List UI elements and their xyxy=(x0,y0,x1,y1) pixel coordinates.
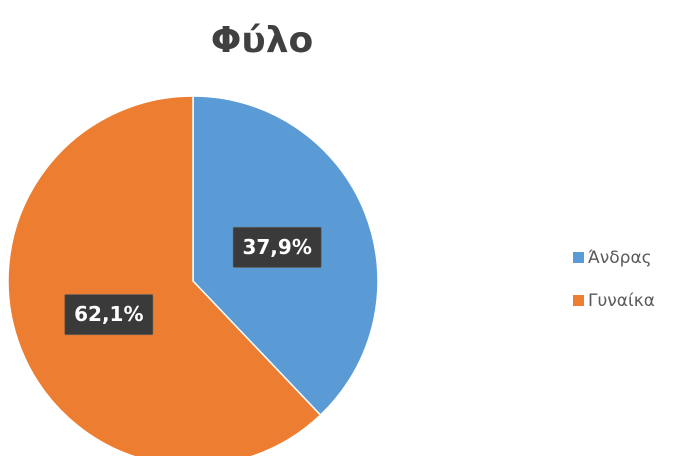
data-label: 37,9% xyxy=(242,235,311,259)
chart-title: Φύλο xyxy=(211,20,313,61)
legend-label: Άνδρας xyxy=(588,248,652,268)
legend-swatch xyxy=(573,252,584,263)
data-label-box xyxy=(64,294,154,336)
data-label-box xyxy=(232,226,322,268)
data-label: 62,1% xyxy=(74,302,143,326)
legend-swatch xyxy=(573,295,584,306)
pie-slice xyxy=(7,95,322,456)
legend-label: Γυναίκα xyxy=(588,291,655,311)
